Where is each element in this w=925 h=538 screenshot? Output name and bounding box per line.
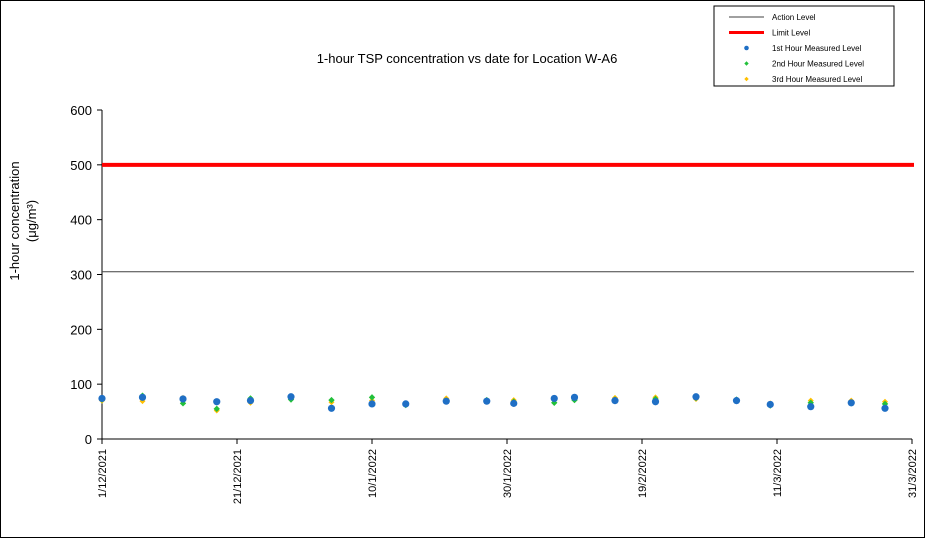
axes: 0 100 200 300 400 500 600 1/12/2021 21/12/2021 10… [70, 103, 919, 504]
legend-swatch-diamond [744, 61, 749, 66]
series1-point [570, 393, 579, 401]
series1-point [550, 394, 558, 403]
series2-point [179, 400, 187, 407]
series1-point [402, 400, 410, 408]
legend-swatch-circle [744, 45, 749, 51]
series1-point [213, 398, 221, 406]
series1-point [327, 404, 336, 412]
y-tick-label: 400 [70, 213, 92, 228]
series1-point [179, 395, 187, 403]
y-axis-label: 1-hour concentration (μg/m³) [7, 161, 39, 280]
series1-point [766, 400, 774, 409]
series2-point [368, 394, 376, 401]
series1-point [98, 394, 106, 403]
series1-point [510, 399, 518, 407]
series1-point [138, 393, 147, 401]
series1-point [732, 397, 741, 405]
legend-box [713, 5, 895, 87]
series1-point [442, 397, 450, 405]
legend-label: Limit Level [772, 29, 810, 38]
legend-label: Action Level [772, 13, 816, 22]
y-tick-label: 200 [70, 322, 92, 337]
series2-point [213, 405, 220, 413]
legend-swatch-diamond [744, 76, 749, 82]
y-tick-label: 500 [70, 158, 92, 173]
series1-point [692, 393, 700, 401]
y-tick-label: 100 [70, 377, 92, 392]
x-tick-label: 19/2/2022 [637, 449, 649, 498]
y-axis-label-line2: (μg/m³) [24, 200, 39, 242]
legend-label: 2nd Hour Measured Level [772, 60, 864, 69]
x-tick-label: 21/12/2021 [232, 449, 244, 504]
series1-point [483, 397, 491, 405]
x-tick-label: 10/1/2022 [367, 449, 379, 498]
x-tick-label: 11/3/2022 [772, 449, 784, 497]
y-tick-label: 0 [85, 432, 92, 447]
series2-point [328, 396, 335, 404]
data-points [98, 392, 889, 414]
legend-label: 3rd Hour Measured Level [772, 75, 862, 84]
series1-point [368, 400, 376, 408]
x-tick-label: 1/12/2021 [97, 449, 109, 498]
series1-point [611, 397, 619, 405]
series1-point [287, 393, 295, 401]
series1-point [881, 404, 889, 412]
y-axis-label-line1: 1-hour concentration [7, 161, 22, 280]
reference-lines [102, 162, 914, 273]
x-tick-label: 31/3/2022 [907, 449, 919, 498]
series1-point [847, 399, 855, 407]
series1-point [651, 398, 660, 406]
legend: Action Level Limit Level 1st Hour Measured… [713, 5, 895, 87]
y-tick-label: 600 [70, 103, 92, 118]
series1-point [807, 403, 815, 411]
y-tick-label: 300 [70, 268, 92, 283]
x-tick-label: 30/1/2022 [502, 449, 514, 498]
series1-point [246, 397, 255, 405]
legend-label: 1st Hour Measured Level [772, 44, 862, 53]
chart-title: 1-hour TSP concentration vs date for Loc… [317, 51, 618, 66]
